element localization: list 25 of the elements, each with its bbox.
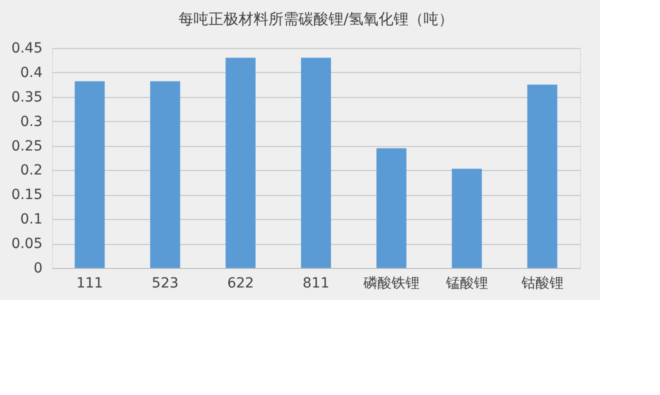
bar [527,84,558,268]
y-tick-label: 0.25 [11,138,42,154]
bar [150,81,180,268]
y-tick-label: 0.2 [20,162,42,179]
bar [74,81,105,268]
bar [452,168,482,268]
x-tick-label: 锰酸锂 [444,276,488,292]
bar [301,58,331,268]
y-tick-label: 0.4 [20,64,43,81]
y-tick-label: 0.35 [11,89,42,106]
y-tick-label: 0.1 [20,212,42,228]
x-tick-label: 111 [76,276,104,292]
y-tick-label: 0.15 [11,187,42,204]
x-tick-label: 钴酸锂 [520,276,564,292]
y-tick-label: 0.05 [11,236,42,252]
x-tick-label: 磷酸铁锂 [362,276,420,292]
x-tick-label: 811 [302,276,330,292]
x-tick-label: 523 [152,276,179,292]
y-tick-label: 0.45 [11,40,42,56]
bar [376,148,406,268]
bar [226,58,256,268]
x-tick-label: 622 [227,276,254,292]
y-tick-label: 0.3 [20,114,42,130]
y-tick-label: 0 [34,260,42,276]
chart-title: 每吨正极材料所需碳酸锂/氢氧化锂（吨） [178,10,454,28]
